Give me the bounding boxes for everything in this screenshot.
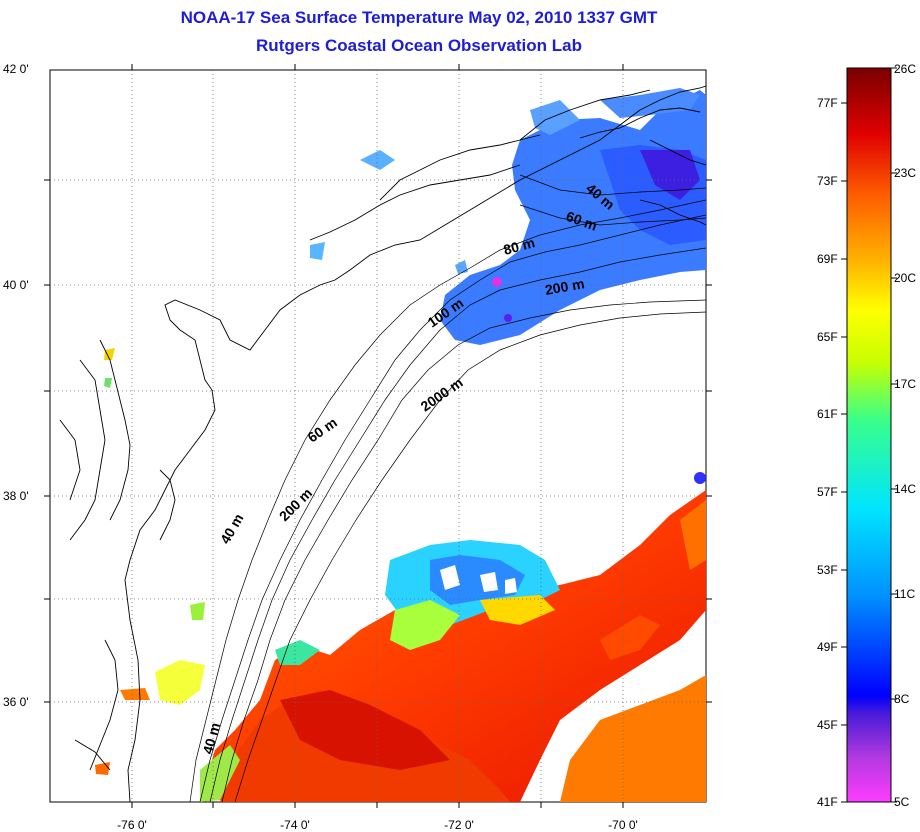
isobaths [189,174,706,802]
map-title: NOAA-17 Sea Surface Temperature May 02, … [180,8,658,27]
map-subtitle: Rutgers Coastal Ocean Observation Lab [256,36,582,55]
lon-tick-label: -70 0' [608,818,638,832]
colorbar-celsius-label: 14C [894,482,917,496]
lat-tick-label: 40 0' [3,278,29,292]
lon-tick-label: -76 0' [117,818,147,832]
colorbar-fahrenheit-label: 53F [817,563,838,577]
colorbar-fahrenheit-label: 69F [817,252,838,266]
isobath-label: 200 m [544,275,586,298]
isobath-label: 80 m [502,234,537,258]
colorbar-celsius-label: 5C [894,795,910,809]
map-grid [50,70,706,802]
colorbar-fahrenheit-label: 41F [817,795,838,809]
sst-data-layer [95,88,706,802]
colorbar-fahrenheit-label: 65F [817,330,838,344]
colorbar-ticks [841,67,897,803]
colorbar-fahrenheit-label: 49F [817,640,838,654]
colorbar-fahrenheit-label: 57F [817,485,838,499]
colorbar-celsius-label: 26C [894,62,917,76]
lat-tick-label: 38 0' [3,489,29,503]
colorbar-celsius-label: 17C [894,377,917,391]
colorbar-fahrenheit-label: 61F [817,407,838,421]
lon-tick-label: -72 0' [444,818,474,832]
coastline [59,85,706,802]
colorbar-celsius-label: 20C [894,271,917,285]
colorbar-fahrenheit-label: 77F [817,96,838,110]
lat-tick-label: 36 0' [3,695,29,709]
colorbar-fahrenheit-label: 45F [817,718,838,732]
colorbar-fahrenheit-label: 73F [817,174,838,188]
lat-tick-label: 42 0' [3,62,29,76]
colorbar-celsius-label: 11C [894,587,916,601]
colorbar-celsius-label: 23C [894,166,917,180]
lon-tick-label: -74 0' [280,818,310,832]
isobath-label: 40 m [199,721,223,756]
colorbar [846,67,892,803]
colorbar-celsius-label: 8C [894,692,910,706]
axis-ticks [44,64,712,808]
